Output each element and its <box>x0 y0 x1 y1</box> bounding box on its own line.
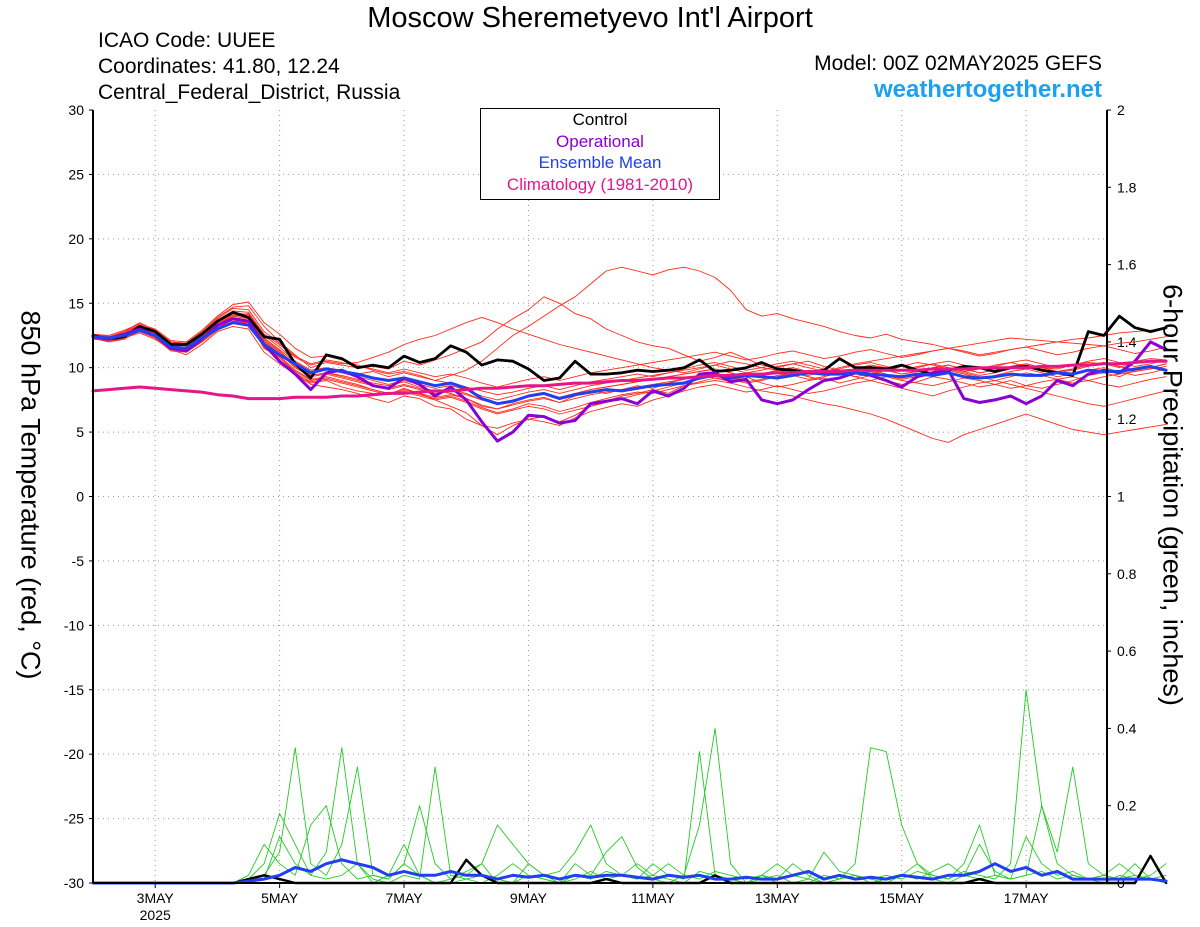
legend-climatology: Climatology (1981-2010) <box>506 174 694 194</box>
x-tick-label: 15MAY <box>879 890 925 906</box>
legend-operational: Operational <box>556 131 644 151</box>
x-tick-sublabel: 2025 <box>140 907 171 923</box>
x-tick-label: 5MAY <box>261 890 299 906</box>
y-axis-label-right: 6-hour Precipitation (green, inches) <box>1157 284 1188 706</box>
x-tick-label: 13MAY <box>755 890 801 906</box>
y-tick-label-left: 0 <box>76 489 84 505</box>
y-tick-label-left: -5 <box>72 553 85 569</box>
region: Central_Federal_District, Russia <box>98 81 401 104</box>
y-tick-label-right: 1.4 <box>1117 334 1137 350</box>
member-precip-line <box>92 805 1167 884</box>
operational-line <box>91 317 1168 443</box>
ensemble-mean-line <box>91 321 1168 406</box>
member-precip-line <box>92 727 1167 884</box>
x-tick-label: 7MAY <box>385 890 423 906</box>
x-tick-label: 17MAY <box>1004 890 1050 906</box>
y-tick-label-left: 15 <box>68 295 84 311</box>
y-tick-label-left: 25 <box>68 166 84 182</box>
y-tick-label-right: 1.6 <box>1117 257 1137 273</box>
model-run: Model: 00Z 02MAY2025 GEFS <box>814 52 1102 75</box>
y-tick-label-right: 1.8 <box>1117 179 1137 195</box>
climatology-line <box>91 359 1168 401</box>
y-tick-label-left: 30 <box>68 102 84 118</box>
coordinates: Coordinates: 41.80, 12.24 <box>98 55 340 78</box>
y-tick-label-right: 2 <box>1117 102 1125 118</box>
y-tick-label-left: -10 <box>64 617 84 633</box>
member-precip-line <box>92 751 1167 884</box>
x-tick-label: 11MAY <box>631 890 675 906</box>
y-tick-label-right: 0.4 <box>1117 720 1137 736</box>
control-line <box>91 310 1168 382</box>
y-tick-label-right: 1.2 <box>1117 411 1137 427</box>
y-axis-label-left: 850 hPa Temperature (red, °C) <box>15 310 46 680</box>
icao-code: ICAO Code: UUEE <box>98 29 276 52</box>
chart-title: Moscow Sheremetyevo Int'l Airport <box>367 2 813 34</box>
member-temp-line <box>92 314 1167 405</box>
x-tick-label: 3MAY <box>137 890 175 906</box>
y-tick-label-left: 10 <box>68 360 84 376</box>
y-tick-label-right: 0.2 <box>1117 798 1137 814</box>
member-temp-line <box>92 325 1167 429</box>
y-tick-label-left: -20 <box>64 746 84 762</box>
ensemble-mean-precip-line <box>91 858 1168 885</box>
y-tick-label-right: 0.8 <box>1117 566 1137 582</box>
member-temp-line <box>92 310 1167 376</box>
chart-legend: Control Operational Ensemble Mean Climat… <box>480 108 720 200</box>
y-tick-label-left: -30 <box>64 875 84 891</box>
legend-control: Control <box>572 110 628 129</box>
y-tick-label-left: -25 <box>64 811 84 827</box>
y-tick-label-left: 5 <box>76 424 84 440</box>
member-temp-line <box>92 266 1167 381</box>
legend-ensemble-mean: Ensemble Mean <box>538 153 662 172</box>
y-tick-label-left: 20 <box>68 231 84 247</box>
y-tick-label-right: 1 <box>1117 489 1125 505</box>
y-tick-label-left: -15 <box>64 682 84 698</box>
site-link[interactable]: weathertogether.net <box>873 76 1102 103</box>
member-precip-line <box>92 689 1167 884</box>
member-temp-line <box>92 313 1167 410</box>
x-tick-label: 9MAY <box>510 890 548 906</box>
y-tick-label-right: 0.6 <box>1117 643 1137 659</box>
